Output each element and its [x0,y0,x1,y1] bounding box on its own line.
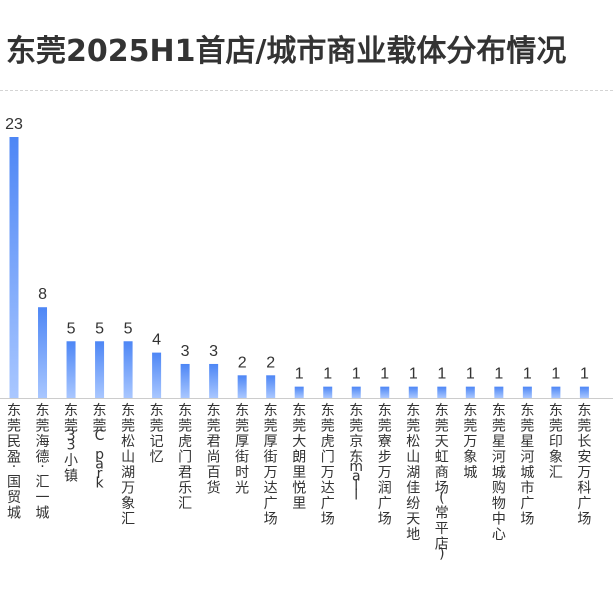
category-label-19: 东莞印象汇 [549,403,563,481]
category-label-2: 东莞 3 3 小镇 [64,403,78,485]
data-label-9: 2 [266,354,275,371]
bar-20 [579,386,589,398]
data-label-4: 5 [124,320,133,337]
category-label-0: 东莞民盈·国贸城 [7,403,21,522]
data-label-20: 1 [580,366,589,383]
data-label-6: 3 [181,343,190,360]
bar-11 [323,386,333,398]
bar-1 [38,307,48,398]
bar-17 [494,386,504,398]
bar-5 [152,352,162,398]
data-label-10: 1 [295,366,304,383]
data-label-8: 2 [238,354,247,371]
bar-0 [9,137,19,398]
bar-10 [294,386,304,398]
bar-14 [408,386,418,398]
category-label-5: 东莞记忆 [150,403,164,466]
bar-2 [66,341,76,398]
data-label-11: 1 [323,366,332,383]
category-label-8: 东莞厚街时光 [235,403,249,497]
bar-8 [237,375,247,398]
category-label-17: 东莞星河城购物中心 [492,403,506,543]
category-label-13: 东莞寮步万润广场 [378,403,392,528]
data-label-1: 8 [38,286,47,303]
bar-13 [380,386,390,398]
data-label-17: 1 [494,366,503,383]
chart-title: 东莞2025H1首店/城市商业载体分布情况 [6,34,567,69]
category-label-4: 东莞松山湖万象汇 [121,403,135,528]
category-label-14: 东莞松山湖佳纷天地 [406,403,420,543]
bars-group: 23 8 5 5 5 4 3 3 2 2 1 1 1 1 1 1 1 1 1 1 1 [5,116,589,398]
data-label-5: 4 [152,332,161,349]
data-label-0: 23 [5,116,23,133]
data-label-19: 1 [551,366,560,383]
category-label-20: 东莞长安万科广场 [577,403,591,528]
bar-19 [551,386,561,398]
data-label-14: 1 [409,366,418,383]
category-label-1: 东莞海德·汇一城 [36,403,50,522]
category-label-10: 东莞大朗里悦里 [292,403,306,512]
title-divider [0,90,613,91]
data-label-7: 3 [209,343,218,360]
bar-18 [522,386,532,398]
data-label-3: 5 [95,320,104,337]
bar-7 [209,363,219,398]
category-label-18: 东莞星河城市广场 [520,403,534,528]
category-label-12: 东莞京东 m a l l [349,403,363,504]
bar-16 [465,386,475,398]
data-label-18: 1 [523,366,532,383]
category-label-15: 东莞天虹商场(常平店) [435,403,449,562]
data-label-13: 1 [380,366,389,383]
bar-6 [180,363,190,398]
category-label-9: 东莞厚街万达广场 [264,403,278,528]
bar-9 [266,375,276,398]
category-label-7: 东莞君尚百货 [207,403,221,497]
category-label-6: 东莞虎门君乐汇 [178,403,192,512]
data-label-16: 1 [466,366,475,383]
bar-12 [351,386,361,398]
bar-4 [123,341,133,398]
category-label-16: 东莞万象城 [463,403,477,481]
data-label-12: 1 [352,366,361,383]
data-label-15: 1 [437,366,446,383]
data-label-2: 5 [67,320,76,337]
bar-15 [437,386,447,398]
bar-3 [95,341,105,398]
category-label-11: 东莞虎门万达广场 [321,403,335,528]
